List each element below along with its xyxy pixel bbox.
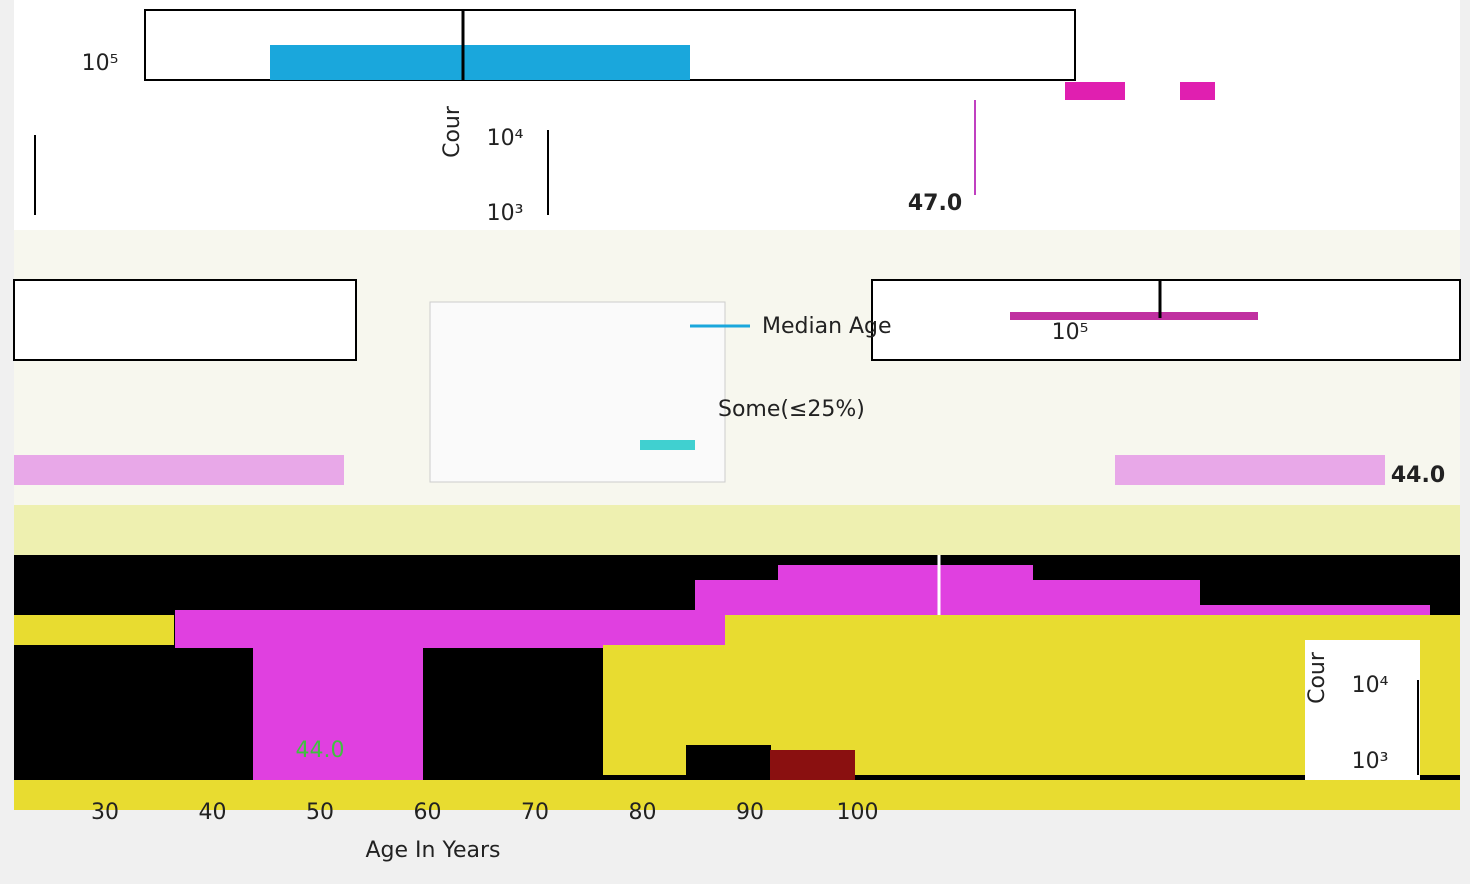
x-tick-label: 70 — [521, 800, 549, 825]
top-panel-bg — [14, 0, 1460, 230]
annotation: 44.0 — [296, 738, 345, 763]
y-tick-label: 10⁵ — [1052, 320, 1089, 345]
page: 10⁵ 10⁴ 10³ Cour 47.0 Median Age Some(≤2… — [0, 0, 1470, 880]
x-tick-label: 60 — [414, 800, 442, 825]
glitch-band — [14, 455, 344, 485]
y-tick-label: 10⁵ — [82, 51, 119, 76]
glitch-block — [1425, 645, 1460, 775]
glitch-block — [1180, 82, 1215, 100]
x-tick-label: 100 — [837, 800, 879, 825]
glitch-band — [1115, 455, 1385, 485]
glitch-block — [778, 565, 1033, 585]
legend-box — [430, 302, 725, 482]
glitch-block — [1065, 82, 1125, 100]
legend-label: Some(≤25%) — [718, 397, 865, 422]
annotation: 44.0 — [1391, 463, 1445, 488]
glitch-block — [14, 615, 174, 645]
glitch-block — [1010, 312, 1258, 320]
glitch-band — [14, 505, 1460, 555]
x-tick-label: 80 — [629, 800, 657, 825]
glitch-block — [686, 745, 771, 775]
x-tick-label: 50 — [306, 800, 334, 825]
y-axis-label: Cour — [440, 105, 465, 158]
y-tick-label: 10³ — [487, 201, 524, 226]
screenshot: 10⁵ 10⁴ 10³ Cour 47.0 Median Age Some(≤2… — [0, 0, 1470, 880]
x-tick-label: 40 — [199, 800, 227, 825]
glitch-block — [695, 580, 1200, 615]
middle-axes — [14, 280, 356, 360]
y-tick-label: 10³ — [1352, 749, 1389, 774]
top-bars — [270, 45, 690, 80]
x-tick-label: 30 — [91, 800, 119, 825]
annotation: 47.0 — [908, 191, 962, 216]
x-axis-label: Age In Years — [365, 838, 500, 863]
x-tick-label: 90 — [736, 800, 764, 825]
legend-key — [640, 440, 695, 450]
y-axis-label: Cour — [1305, 651, 1330, 704]
y-tick-label: 10⁴ — [487, 126, 524, 151]
glitch-block — [770, 750, 855, 780]
y-tick-label: 10⁴ — [1352, 673, 1389, 698]
legend-label: Median Age — [762, 314, 892, 339]
